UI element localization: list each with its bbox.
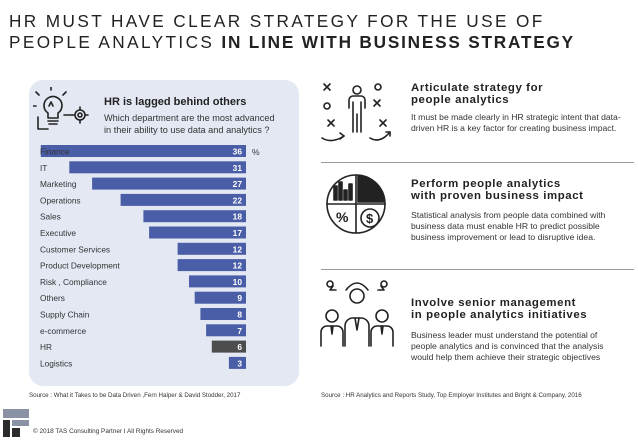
team-leaders-icon bbox=[320, 280, 394, 347]
bar-value-label: 6 bbox=[237, 342, 242, 352]
bar-marketing bbox=[92, 177, 246, 190]
block-1-title-line-1: Articulate strategy for bbox=[411, 82, 544, 94]
unit-label: % bbox=[252, 147, 260, 157]
source-right: Source : HR Analytics and Reports Study,… bbox=[321, 392, 582, 399]
bar-value-label: 36 bbox=[233, 147, 243, 157]
bar-supply-chain bbox=[200, 308, 246, 320]
lightbulb-gear-icon bbox=[33, 87, 89, 130]
bar-value-label: 27 bbox=[233, 179, 243, 189]
bar-sales bbox=[143, 210, 246, 223]
category-label: Marketing bbox=[40, 179, 77, 189]
block-2-title: Perform people analytics with proven bus… bbox=[411, 178, 584, 202]
separator bbox=[321, 162, 634, 163]
category-label: Customer Services bbox=[40, 244, 110, 254]
bar-e-commerce bbox=[206, 324, 246, 337]
bar-value-label: 12 bbox=[233, 261, 243, 271]
category-label: e-commerce bbox=[40, 326, 86, 336]
bar-value-label: 3 bbox=[237, 358, 242, 368]
svg-text:$: $ bbox=[366, 211, 374, 226]
title-line-2-bold: IN LINE WITH BUSINESS STRATEGY bbox=[221, 32, 575, 52]
bar-finance bbox=[40, 145, 246, 157]
bar-value-label: 8 bbox=[237, 310, 242, 320]
bar-hr bbox=[211, 340, 246, 353]
category-label: HR bbox=[40, 342, 52, 352]
category-label: Executive bbox=[40, 228, 76, 238]
bar-value-label: 17 bbox=[233, 228, 243, 238]
bar-operations bbox=[120, 193, 246, 206]
block-2-text: Statistical analysis from people data co… bbox=[411, 210, 606, 243]
category-label: IT bbox=[40, 163, 47, 173]
panel-question: Which department are the most advanced i… bbox=[104, 113, 275, 135]
bar-product-development bbox=[177, 259, 246, 272]
category-label: Product Development bbox=[40, 261, 120, 271]
svg-text:%: % bbox=[336, 209, 349, 225]
page-title: HR MUST HAVE CLEAR STRATEGY FOR THE USE … bbox=[9, 11, 634, 53]
bar-logistics bbox=[228, 356, 246, 369]
source-left: Source : What it Takes to be Data Driven… bbox=[29, 392, 241, 399]
block-2-title-line-1: Perform people analytics bbox=[411, 178, 561, 190]
block-3-title-line-2: in people analytics initiatives bbox=[411, 309, 588, 321]
bar-customer-services bbox=[177, 242, 246, 255]
block-2-title-line-2: with proven business impact bbox=[411, 190, 584, 202]
bar-value-label: 31 bbox=[233, 163, 243, 173]
tas-logo-icon bbox=[3, 409, 29, 437]
separator bbox=[321, 269, 634, 270]
category-label: Operations bbox=[40, 195, 81, 205]
bar-value-label: 7 bbox=[237, 326, 242, 336]
pie-analytics-icon: % $ bbox=[326, 174, 386, 234]
category-label: Risk , Compliance bbox=[40, 277, 107, 287]
bar-value-label: 18 bbox=[233, 212, 243, 222]
block-1-title-line-2: people analytics bbox=[411, 94, 510, 106]
block-3-title-line-1: Involve senior management bbox=[411, 297, 577, 309]
block-1-text: It must be made clearly in HR strategic … bbox=[411, 112, 621, 134]
bar-value-label: 22 bbox=[233, 195, 243, 205]
block-1-title: Articulate strategy for people analytics bbox=[411, 82, 543, 106]
bar-value-label: 9 bbox=[237, 293, 242, 303]
copyright: © 2018 TAS Consulting Partner I All Righ… bbox=[33, 428, 184, 435]
block-3-text: Business leader must understand the pote… bbox=[411, 330, 604, 363]
title-line-1: HR MUST HAVE CLEAR STRATEGY FOR THE USE … bbox=[9, 11, 545, 31]
category-label: Finance bbox=[40, 147, 70, 157]
category-label: Sales bbox=[40, 212, 61, 222]
panel-heading: HR is lagged behind others bbox=[104, 96, 247, 108]
category-label: Logistics bbox=[40, 358, 72, 368]
bar-it bbox=[69, 161, 246, 174]
bar-value-label: 12 bbox=[233, 244, 243, 254]
category-label: Supply Chain bbox=[40, 310, 90, 320]
block-3-title: Involve senior management in people anal… bbox=[411, 297, 587, 321]
bar-value-label: 10 bbox=[233, 277, 243, 287]
bar-risk-compliance bbox=[189, 275, 246, 288]
strategy-playbook-icon bbox=[321, 83, 391, 142]
bar-executive bbox=[149, 226, 246, 239]
title-line-2-prefix: PEOPLE ANALYTICS bbox=[9, 32, 222, 52]
category-label: Others bbox=[40, 293, 65, 303]
title-line-2: PEOPLE ANALYTICS IN LINE WITH BUSINESS S… bbox=[9, 32, 634, 53]
bar-others bbox=[194, 291, 246, 304]
